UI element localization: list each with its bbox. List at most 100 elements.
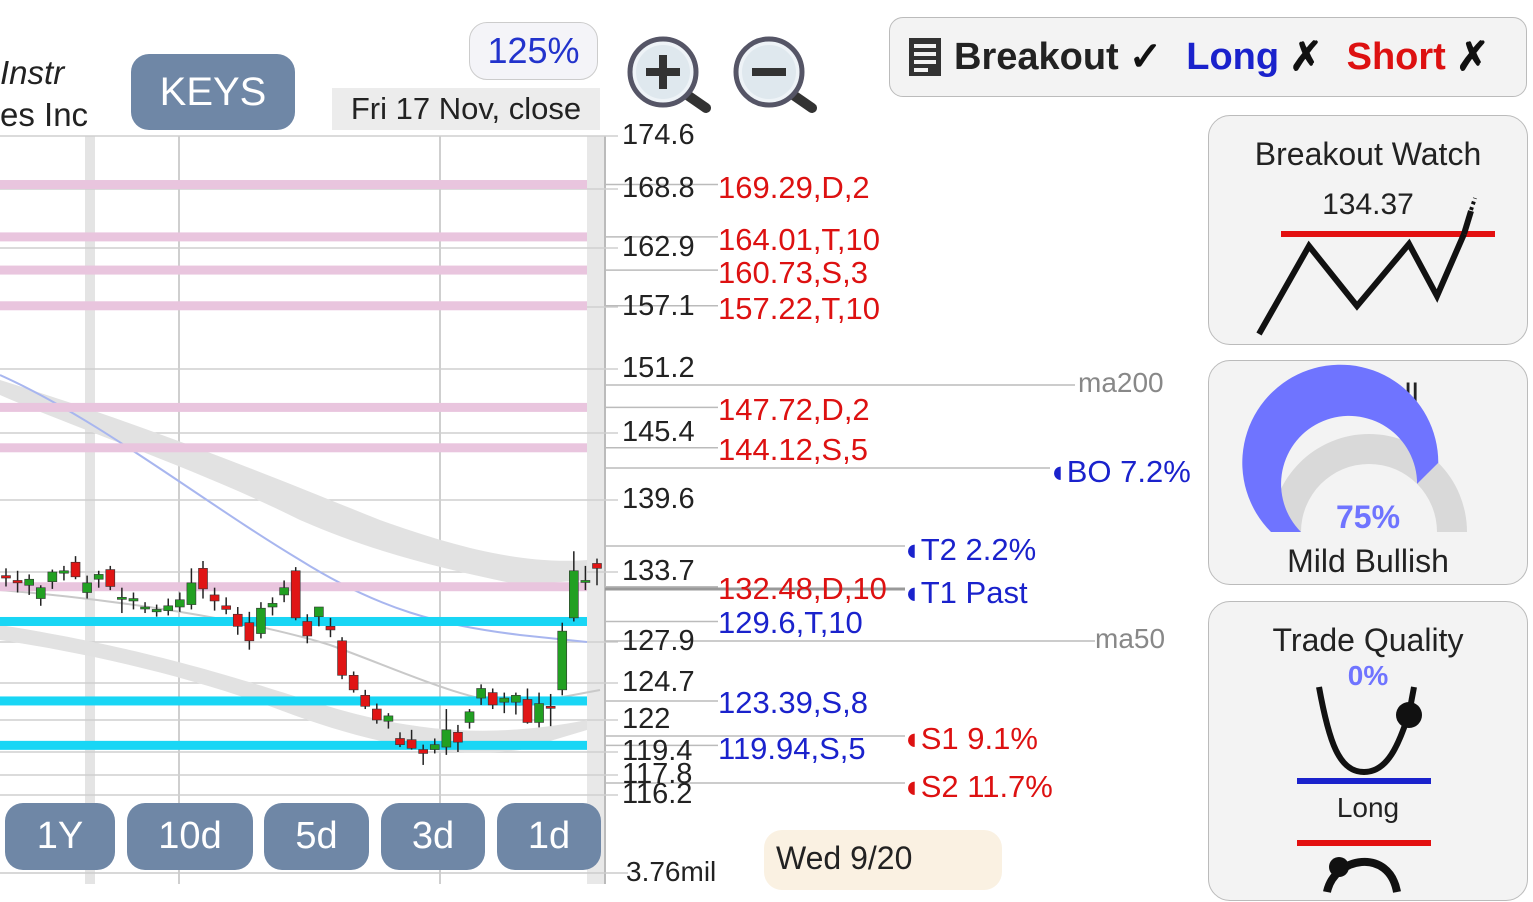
ma200-label: ma200 xyxy=(1078,367,1164,398)
candle-body xyxy=(232,613,243,627)
resistance-level: 164.01,T,10 xyxy=(718,222,881,257)
trade-quality-title: Trade Quality xyxy=(1272,622,1464,658)
price-tick-label: 119.4 xyxy=(622,735,693,767)
candle-body xyxy=(24,578,34,586)
signal-bar: Breakout ✓ Long ✗ Short ✗ xyxy=(889,17,1527,97)
candle-body xyxy=(429,744,440,750)
breakout-watch-title: Breakout Watch xyxy=(1254,136,1482,172)
zoom-level[interactable]: 125% xyxy=(469,22,598,80)
candle-body xyxy=(70,561,81,578)
price-tick-label: 127.9 xyxy=(622,625,695,657)
support-band xyxy=(0,696,587,706)
candle-body xyxy=(545,705,556,709)
candle-body xyxy=(47,571,58,582)
timeframe-3d-button[interactable]: 3d xyxy=(381,803,485,870)
candle-body xyxy=(337,640,347,676)
trade-quality-panel[interactable]: Trade Quality 0% Long xyxy=(1208,601,1528,901)
ticker-button[interactable]: KEYS xyxy=(131,54,295,130)
timeframe-5d-button[interactable]: 5d xyxy=(264,803,369,870)
resistance-level: 144.12,S,5 xyxy=(718,432,868,467)
company-name-line1: Instr xyxy=(0,54,65,91)
document-icon[interactable] xyxy=(908,37,942,77)
candle-body xyxy=(395,738,405,745)
gray-band-upper xyxy=(0,380,587,585)
candle-body xyxy=(105,569,116,587)
s1-target[interactable]: ◖S1 9.1% xyxy=(902,721,1038,757)
candle-body xyxy=(464,711,475,723)
target-marker-icon: ◖ xyxy=(902,532,921,567)
candle-body xyxy=(290,570,301,619)
candle-body xyxy=(511,695,521,703)
price-tick-label: 116.2 xyxy=(622,778,693,810)
resistance-level: 169.29,D,2 xyxy=(718,170,870,205)
candle-body xyxy=(476,688,486,699)
timeframe-1d-button[interactable]: 1d xyxy=(497,803,601,870)
price-tick-label: 133.7 xyxy=(622,555,695,587)
price-tick-label: 122 xyxy=(622,703,671,735)
candle-body xyxy=(82,582,92,593)
company-name: Instr es Inc xyxy=(0,52,88,136)
resistance-band xyxy=(0,232,587,242)
candle-body xyxy=(35,587,46,599)
price-tick-label: 162.9 xyxy=(622,231,695,263)
support-level: 129.6,T,10 xyxy=(718,605,863,640)
candle-body xyxy=(406,739,417,749)
resistance-band xyxy=(0,180,587,190)
signal-breakout-label[interactable]: Breakout xyxy=(954,35,1119,78)
timeframe-10d-button[interactable]: 10d xyxy=(127,803,253,870)
candle-body xyxy=(383,715,394,722)
candle-body xyxy=(12,580,23,584)
candle-body xyxy=(441,729,452,748)
timeframe-1y-button[interactable]: 1Y xyxy=(5,803,115,870)
candle-body xyxy=(117,597,127,600)
trade-quality-label: Long xyxy=(1336,792,1400,823)
target-marker-icon: ◖ xyxy=(902,769,921,804)
candle-body xyxy=(221,605,231,610)
zoom-out-icon[interactable] xyxy=(732,36,818,122)
zoom-in-icon[interactable] xyxy=(626,36,712,122)
candle-body xyxy=(453,732,463,743)
t2-target[interactable]: ◖T2 2.2% xyxy=(902,532,1036,568)
bo-target-label: BO 7.2% xyxy=(1066,454,1191,489)
candle-body xyxy=(487,692,498,706)
price-tick-label: 139.6 xyxy=(622,483,695,515)
candle-body xyxy=(209,594,220,602)
target-marker-icon: ◖ xyxy=(902,575,921,610)
date-label: Fri 17 Nov, close xyxy=(332,88,600,130)
resistance-band xyxy=(0,265,587,275)
breakout-watch-panel[interactable]: Breakout Watch 134.37 xyxy=(1208,115,1528,345)
company-name-line2: es Inc xyxy=(0,96,89,133)
check-icon: ✓ xyxy=(1128,35,1163,79)
resistance-band xyxy=(0,402,587,412)
price-tick-label: 157.1 xyxy=(622,290,695,322)
candle-body xyxy=(244,622,255,642)
signal-short-label[interactable]: Short xyxy=(1346,35,1446,78)
candle-body xyxy=(140,606,150,610)
t1-target[interactable]: ◖T1 Past xyxy=(902,575,1028,611)
candle-body xyxy=(186,582,197,605)
candle-body xyxy=(557,630,568,691)
signal-long-label[interactable]: Long xyxy=(1186,35,1280,78)
ma-line-gray xyxy=(0,589,601,707)
candle-body xyxy=(59,570,69,574)
s2-target[interactable]: ◖S2 11.7% xyxy=(902,769,1053,805)
bo-target[interactable]: ◖BO 7.2% xyxy=(1048,454,1191,490)
volume-label: 3.76mil xyxy=(626,856,717,887)
breakout-pattern-icon xyxy=(1256,197,1495,336)
overall-panel[interactable]: Overall 75% Mild Bullish xyxy=(1208,360,1528,585)
s1-target-label: S1 9.1% xyxy=(920,721,1038,756)
date-hint: Wed 9/20 xyxy=(764,830,1002,890)
candle-body xyxy=(360,695,371,707)
candle-body xyxy=(163,605,174,611)
t1-target-label: T1 Past xyxy=(920,575,1028,610)
support-band xyxy=(0,740,587,750)
candle-body xyxy=(499,697,510,703)
t2-target-label: T2 2.2% xyxy=(920,532,1037,567)
candle-body xyxy=(522,699,533,723)
overall-label: Mild Bullish xyxy=(1287,543,1449,579)
candle-body xyxy=(151,609,162,613)
trade-quality-percent: 0% xyxy=(1347,660,1389,691)
support-band xyxy=(0,616,587,626)
price-tick-label: 174.6 xyxy=(622,119,695,151)
